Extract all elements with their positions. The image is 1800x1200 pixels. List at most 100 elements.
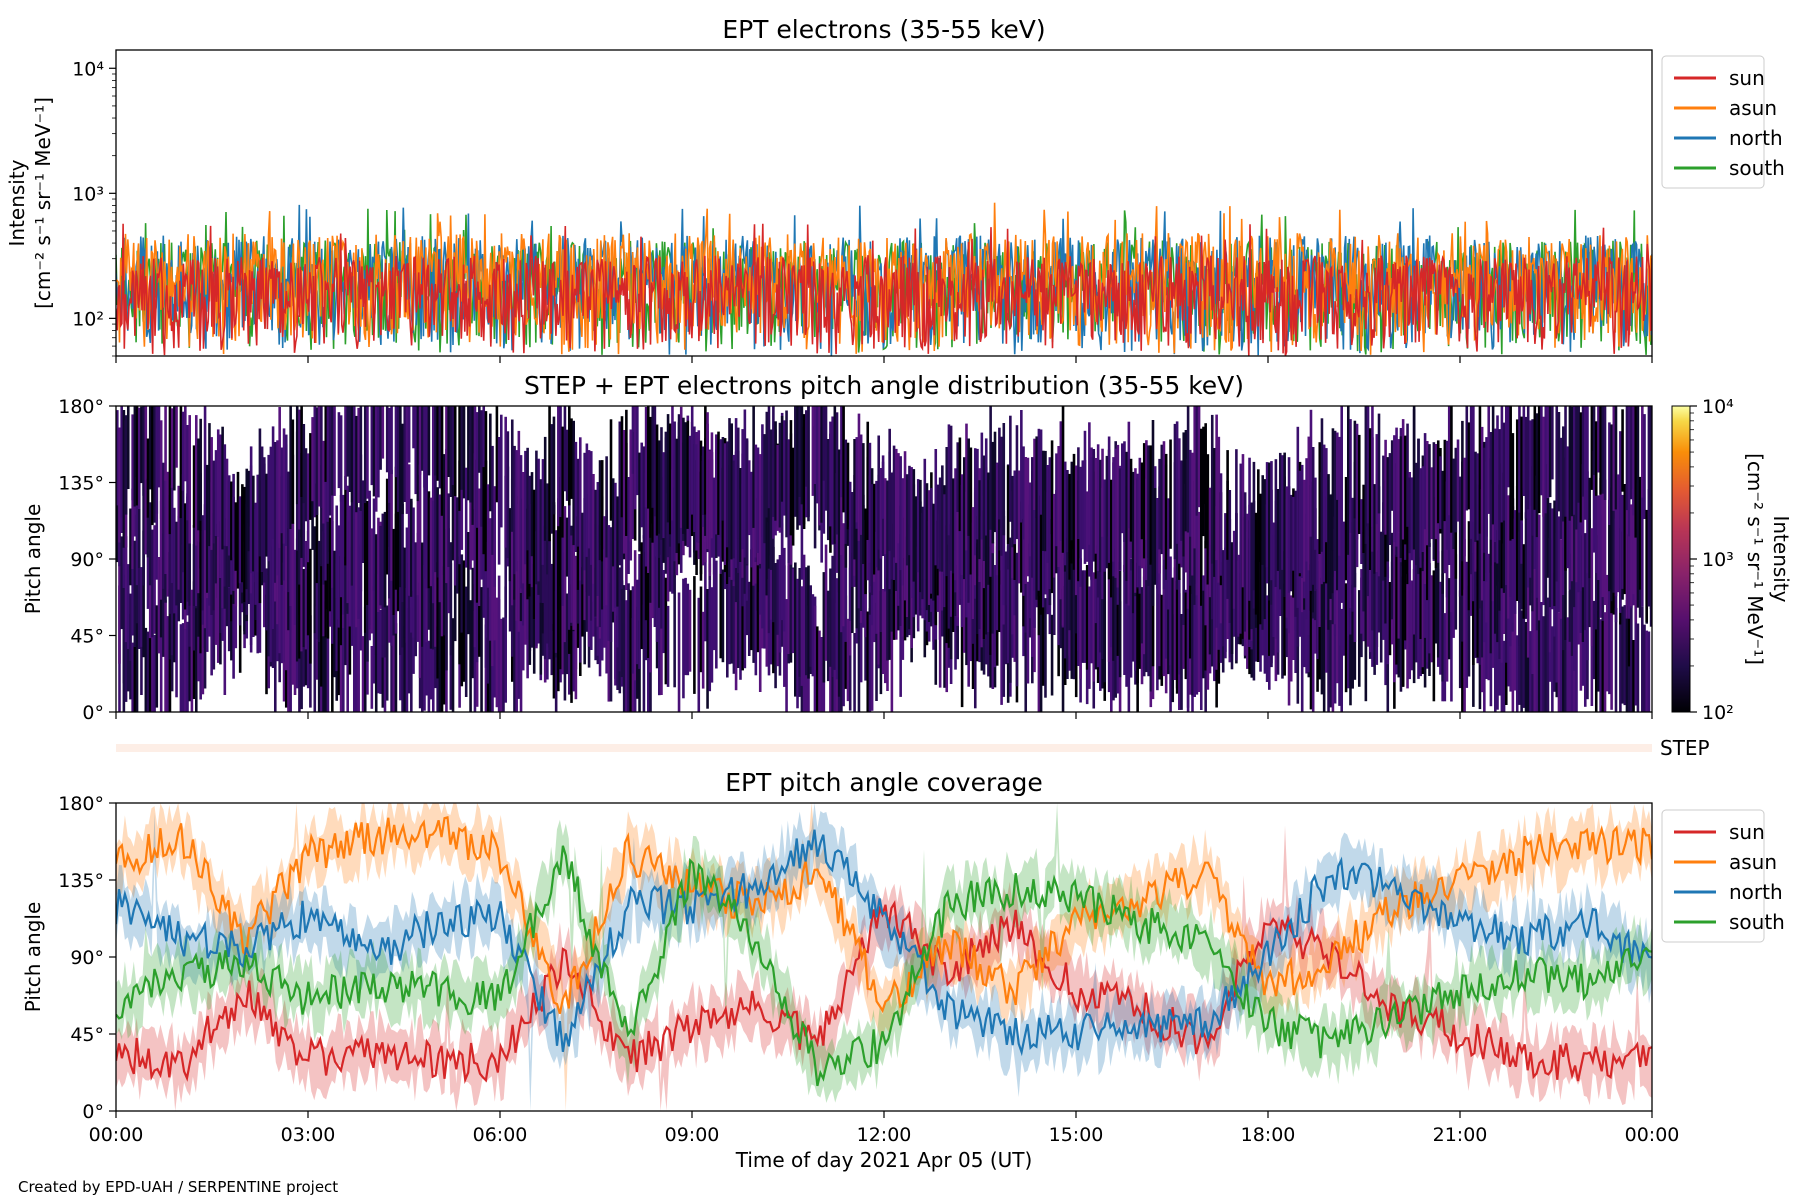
heatmap-cell [1537, 514, 1541, 621]
heatmap-cell [379, 525, 382, 606]
heatmap-cell [730, 524, 733, 664]
heatmap-cell [394, 623, 398, 712]
heatmap-cell [1202, 426, 1205, 537]
heatmap-cell [778, 422, 782, 528]
heatmap-cell [315, 483, 319, 584]
heatmap-cell [1592, 600, 1596, 680]
heatmap-cell [489, 597, 492, 712]
heatmap-cell [322, 634, 325, 712]
heatmap-cell [1103, 568, 1107, 683]
heatmap-cell [168, 406, 172, 535]
heatmap-cell [480, 410, 483, 527]
heatmap-cell [1583, 591, 1587, 707]
heatmap-cell [1322, 616, 1326, 712]
heatmap-cell [1329, 604, 1333, 708]
legend4-label-south: south [1729, 910, 1785, 934]
heatmap-cell [517, 430, 521, 562]
heatmap-cell [309, 548, 312, 664]
heatmap-cell [405, 527, 409, 643]
heatmap-cell [1461, 579, 1464, 712]
heatmap-cell [1094, 458, 1098, 554]
heatmap-cell [627, 477, 630, 574]
heatmap-cell [155, 406, 159, 514]
heatmap-cell [1496, 585, 1499, 710]
heatmap-cell [657, 600, 661, 696]
heatmap-cell [339, 415, 343, 502]
heatmap-cell [238, 497, 242, 584]
heatmap-cell [1059, 509, 1063, 600]
heatmap-cell [416, 478, 420, 596]
heatmap-cell [357, 507, 360, 619]
heatmap-cell [888, 428, 891, 551]
heatmap-cell [875, 602, 878, 701]
heatmap-cell [998, 427, 1001, 520]
heatmap-cell [807, 406, 810, 522]
heatmap-cell [1101, 448, 1104, 537]
heatmap-cell [1204, 423, 1207, 549]
heatmap-cell [401, 612, 404, 712]
heatmap-cell [1138, 457, 1142, 566]
heatmap-cell [794, 406, 797, 517]
heatmap-cell [355, 501, 358, 607]
heatmap-cell [436, 406, 439, 481]
heatmap-cell [221, 426, 224, 550]
heatmap-cell [458, 406, 461, 511]
heatmap-cell [302, 476, 306, 567]
heatmap-cell [1526, 546, 1530, 658]
heatmap-cell [1068, 473, 1071, 580]
heatmap-cell [377, 406, 380, 498]
heatmap-cell [449, 406, 453, 497]
heatmap-cell [199, 542, 202, 654]
heatmap-cell [1419, 553, 1422, 639]
heatmap-cell [1140, 587, 1144, 644]
heatmap-cell [1316, 539, 1319, 660]
heatmap-cell [1474, 451, 1477, 542]
heatmap-cell [715, 560, 718, 669]
heatmap-cell [631, 406, 635, 474]
panel4-xtick-label: 18:00 [1241, 1124, 1296, 1146]
heatmap-cell [1399, 436, 1403, 558]
heatmap-cell [1537, 601, 1541, 712]
heatmap-cell [842, 523, 845, 627]
heatmap-cell [510, 419, 514, 532]
heatmap-cell [1296, 596, 1300, 704]
heatmap-cell [1634, 406, 1638, 538]
heatmap-cell [192, 445, 196, 528]
heatmap-cell [1568, 406, 1572, 521]
heatmap-cell [1395, 554, 1398, 665]
heatmap-cell [636, 406, 639, 496]
heatmap-cell [370, 528, 374, 634]
heatmap-cell [1594, 543, 1598, 630]
heatmap-cell [741, 429, 744, 550]
heatmap-cell [1309, 564, 1313, 710]
heatmap-cell [1491, 484, 1495, 602]
heatmap-cell [460, 406, 464, 490]
heatmap-cell [1362, 532, 1365, 612]
heatmap-cell [1349, 514, 1352, 608]
coverage-band-asun [116, 803, 1652, 1111]
heatmap-cell [478, 488, 481, 606]
heatmap-cell [1542, 416, 1545, 517]
heatmap-cell [657, 518, 661, 608]
heatmap-cell [822, 572, 826, 683]
heatmap-cell [366, 406, 369, 499]
heatmap-cell [1408, 559, 1412, 640]
heatmap-cell [596, 482, 600, 596]
heatmap-cell [513, 589, 516, 712]
heatmap-cell [1586, 567, 1589, 661]
heatmap-cell [973, 576, 977, 709]
heatmap-cell [1289, 595, 1293, 682]
heatmap-cell [1608, 499, 1611, 592]
heatmap-cell [302, 569, 306, 648]
heatmap-cell [1555, 406, 1559, 515]
heatmap-cell [1248, 457, 1251, 601]
heatmap-cell [829, 568, 832, 667]
heatmap-cell [493, 486, 497, 587]
heatmap-cell [1191, 452, 1194, 576]
heatmap-cell [181, 544, 185, 620]
heatmap-cell [1252, 556, 1256, 681]
heatmap-cell [1338, 489, 1341, 628]
heatmap-cell [840, 454, 843, 556]
heatmap-cell [1447, 406, 1451, 516]
heatmap-cell [1020, 501, 1023, 593]
